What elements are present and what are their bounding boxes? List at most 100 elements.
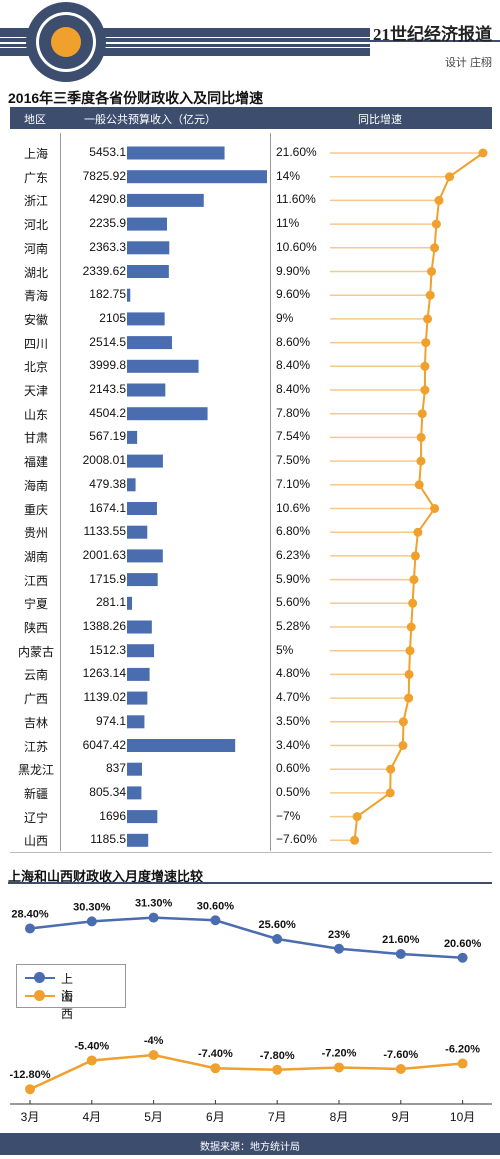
shanghai-point [148, 912, 159, 923]
table-body [10, 129, 492, 853]
region-label: 广西 [23, 692, 48, 707]
region-label: 内蒙古 [17, 644, 54, 659]
shanxi-point [334, 1062, 344, 1073]
shanxi-value-label: -7.20% [322, 1047, 357, 1059]
growth-label: 3.40% [276, 737, 311, 752]
growth-label: 6.23% [276, 547, 311, 562]
region-label: 安徽 [23, 312, 48, 327]
shanxi-point [148, 1050, 159, 1060]
growth-label: 4.80% [276, 666, 311, 681]
newspaper-logo-icon [0, 2, 500, 82]
region-label: 宁夏 [23, 597, 48, 612]
region-label: 山西 [23, 834, 48, 849]
region-label: 北京 [23, 360, 48, 375]
growth-label: 4.70% [276, 690, 311, 705]
shanxi-point [457, 1058, 468, 1069]
region-label: 贵州 [23, 526, 48, 541]
revenue-label: 6047.42 [82, 737, 126, 752]
x-tick-label: 9月 [391, 1110, 410, 1124]
region-label: 四川 [23, 336, 48, 351]
shanxi-value-label: -4% [144, 1035, 164, 1047]
region-label: 广东 [23, 170, 48, 185]
x-tick-label: 6月 [206, 1110, 225, 1124]
legend-marker [34, 972, 45, 983]
shanxi-line [29, 1053, 463, 1091]
shanghai-point [25, 923, 35, 934]
revenue-label: 2363.3 [89, 239, 126, 254]
growth-label: 14% [276, 168, 301, 183]
region-label: 湖南 [23, 549, 48, 564]
region-label: 江西 [23, 573, 48, 588]
growth-label: 5.28% [276, 619, 311, 633]
growth-label: −7.60% [276, 832, 318, 847]
designer-credit: 设计 庄栩 [444, 57, 492, 69]
region-label: 湖北 [23, 265, 48, 280]
growth-label: 21.60% [276, 145, 317, 159]
growth-label: 9.90% [276, 263, 311, 278]
column-divider [60, 133, 61, 851]
revenue-label: 2105 [99, 310, 126, 325]
data-source: 数据来源：地方统计局 [0, 1133, 500, 1155]
header: 21世纪经济报道 设计 庄栩 [0, 0, 500, 84]
header-revenue: 一般公共预算收入（亿元） [84, 114, 216, 126]
region-label: 福建 [23, 455, 48, 470]
revenue-label: 1715.9 [89, 571, 126, 586]
revenue-label: 182.75 [89, 287, 126, 302]
growth-label: 9.60% [276, 287, 311, 302]
revenue-label: 1696 [99, 808, 126, 823]
shanxi-value-label: -7.60% [383, 1049, 418, 1061]
header-growth: 同比增速 [358, 114, 402, 126]
growth-label: 8.40% [276, 358, 311, 373]
shanxi-value-label: -7.80% [260, 1050, 295, 1062]
region-label: 重庆 [23, 502, 48, 517]
shanghai-point [210, 915, 221, 926]
table-title: 2016年三季度各省份财政收入及同比增速 [8, 90, 264, 106]
growth-label: 5% [276, 642, 294, 657]
region-label: 青海 [23, 289, 48, 304]
shanxi-point [395, 1064, 406, 1074]
legend-label: 山西 [61, 990, 74, 1021]
x-tick-label: 3月 [21, 1110, 40, 1124]
shanghai-value-label: 21.60% [382, 934, 420, 946]
region-label: 新疆 [23, 786, 48, 801]
x-tick-label: 4月 [82, 1110, 101, 1124]
shanghai-line [29, 916, 463, 959]
line-legend: 上海 山西 [16, 964, 126, 1021]
revenue-label: 1674.1 [89, 500, 126, 515]
growth-label: 9% [276, 310, 294, 325]
growth-label: 0.50% [276, 784, 311, 799]
shanxi-value-label: -6.20% [445, 1044, 480, 1056]
x-tick-label: 10月 [450, 1110, 475, 1124]
brand-name: 21世纪经济报道 [373, 25, 492, 44]
title-rule [8, 882, 492, 884]
growth-label: 7.50% [276, 453, 311, 468]
region-label: 云南 [23, 668, 48, 683]
region-label: 上海 [23, 147, 48, 161]
revenue-label: 7825.92 [82, 168, 126, 183]
growth-label: 8.60% [276, 334, 311, 349]
shanghai-point [334, 943, 344, 954]
shanxi-point [272, 1064, 283, 1075]
region-label: 黑龙江 [17, 763, 54, 778]
growth-label: 7.54% [276, 429, 311, 444]
growth-label: 10.6% [276, 500, 311, 515]
growth-label: −7% [276, 808, 301, 823]
shanghai-value-label: 28.40% [11, 909, 49, 921]
revenue-label: 1139.02 [83, 690, 127, 705]
growth-label: 3.50% [276, 713, 311, 728]
revenue-label: 837 [105, 761, 126, 776]
shanxi-value-label: -12.80% [10, 1069, 51, 1081]
revenue-label: 1388.26 [82, 619, 126, 633]
shanghai-value-label: 30.60% [197, 900, 235, 912]
revenue-label: 4504.2 [89, 405, 126, 420]
growth-label: 6.80% [276, 524, 311, 539]
shanghai-point [457, 952, 468, 963]
revenue-label: 2143.5 [89, 382, 126, 396]
region-label: 吉林 [23, 715, 48, 730]
growth-label: 11.60% [276, 192, 316, 207]
revenue-label: 281.1 [95, 595, 126, 610]
growth-label: 7.80% [276, 405, 311, 420]
shanghai-value-label: 20.60% [444, 938, 482, 950]
shanghai-point [395, 949, 406, 959]
shanghai-value-label: 23% [328, 929, 350, 941]
